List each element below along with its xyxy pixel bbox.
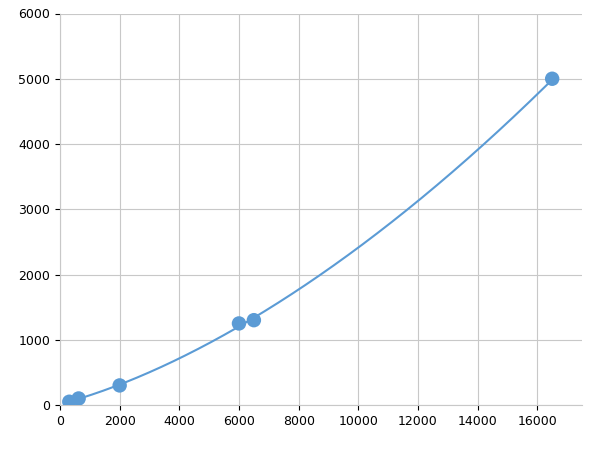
Point — [65, 398, 74, 405]
Point — [547, 75, 557, 82]
Point — [74, 395, 83, 402]
Point — [249, 317, 259, 324]
Point — [115, 382, 124, 389]
Point — [234, 320, 244, 327]
